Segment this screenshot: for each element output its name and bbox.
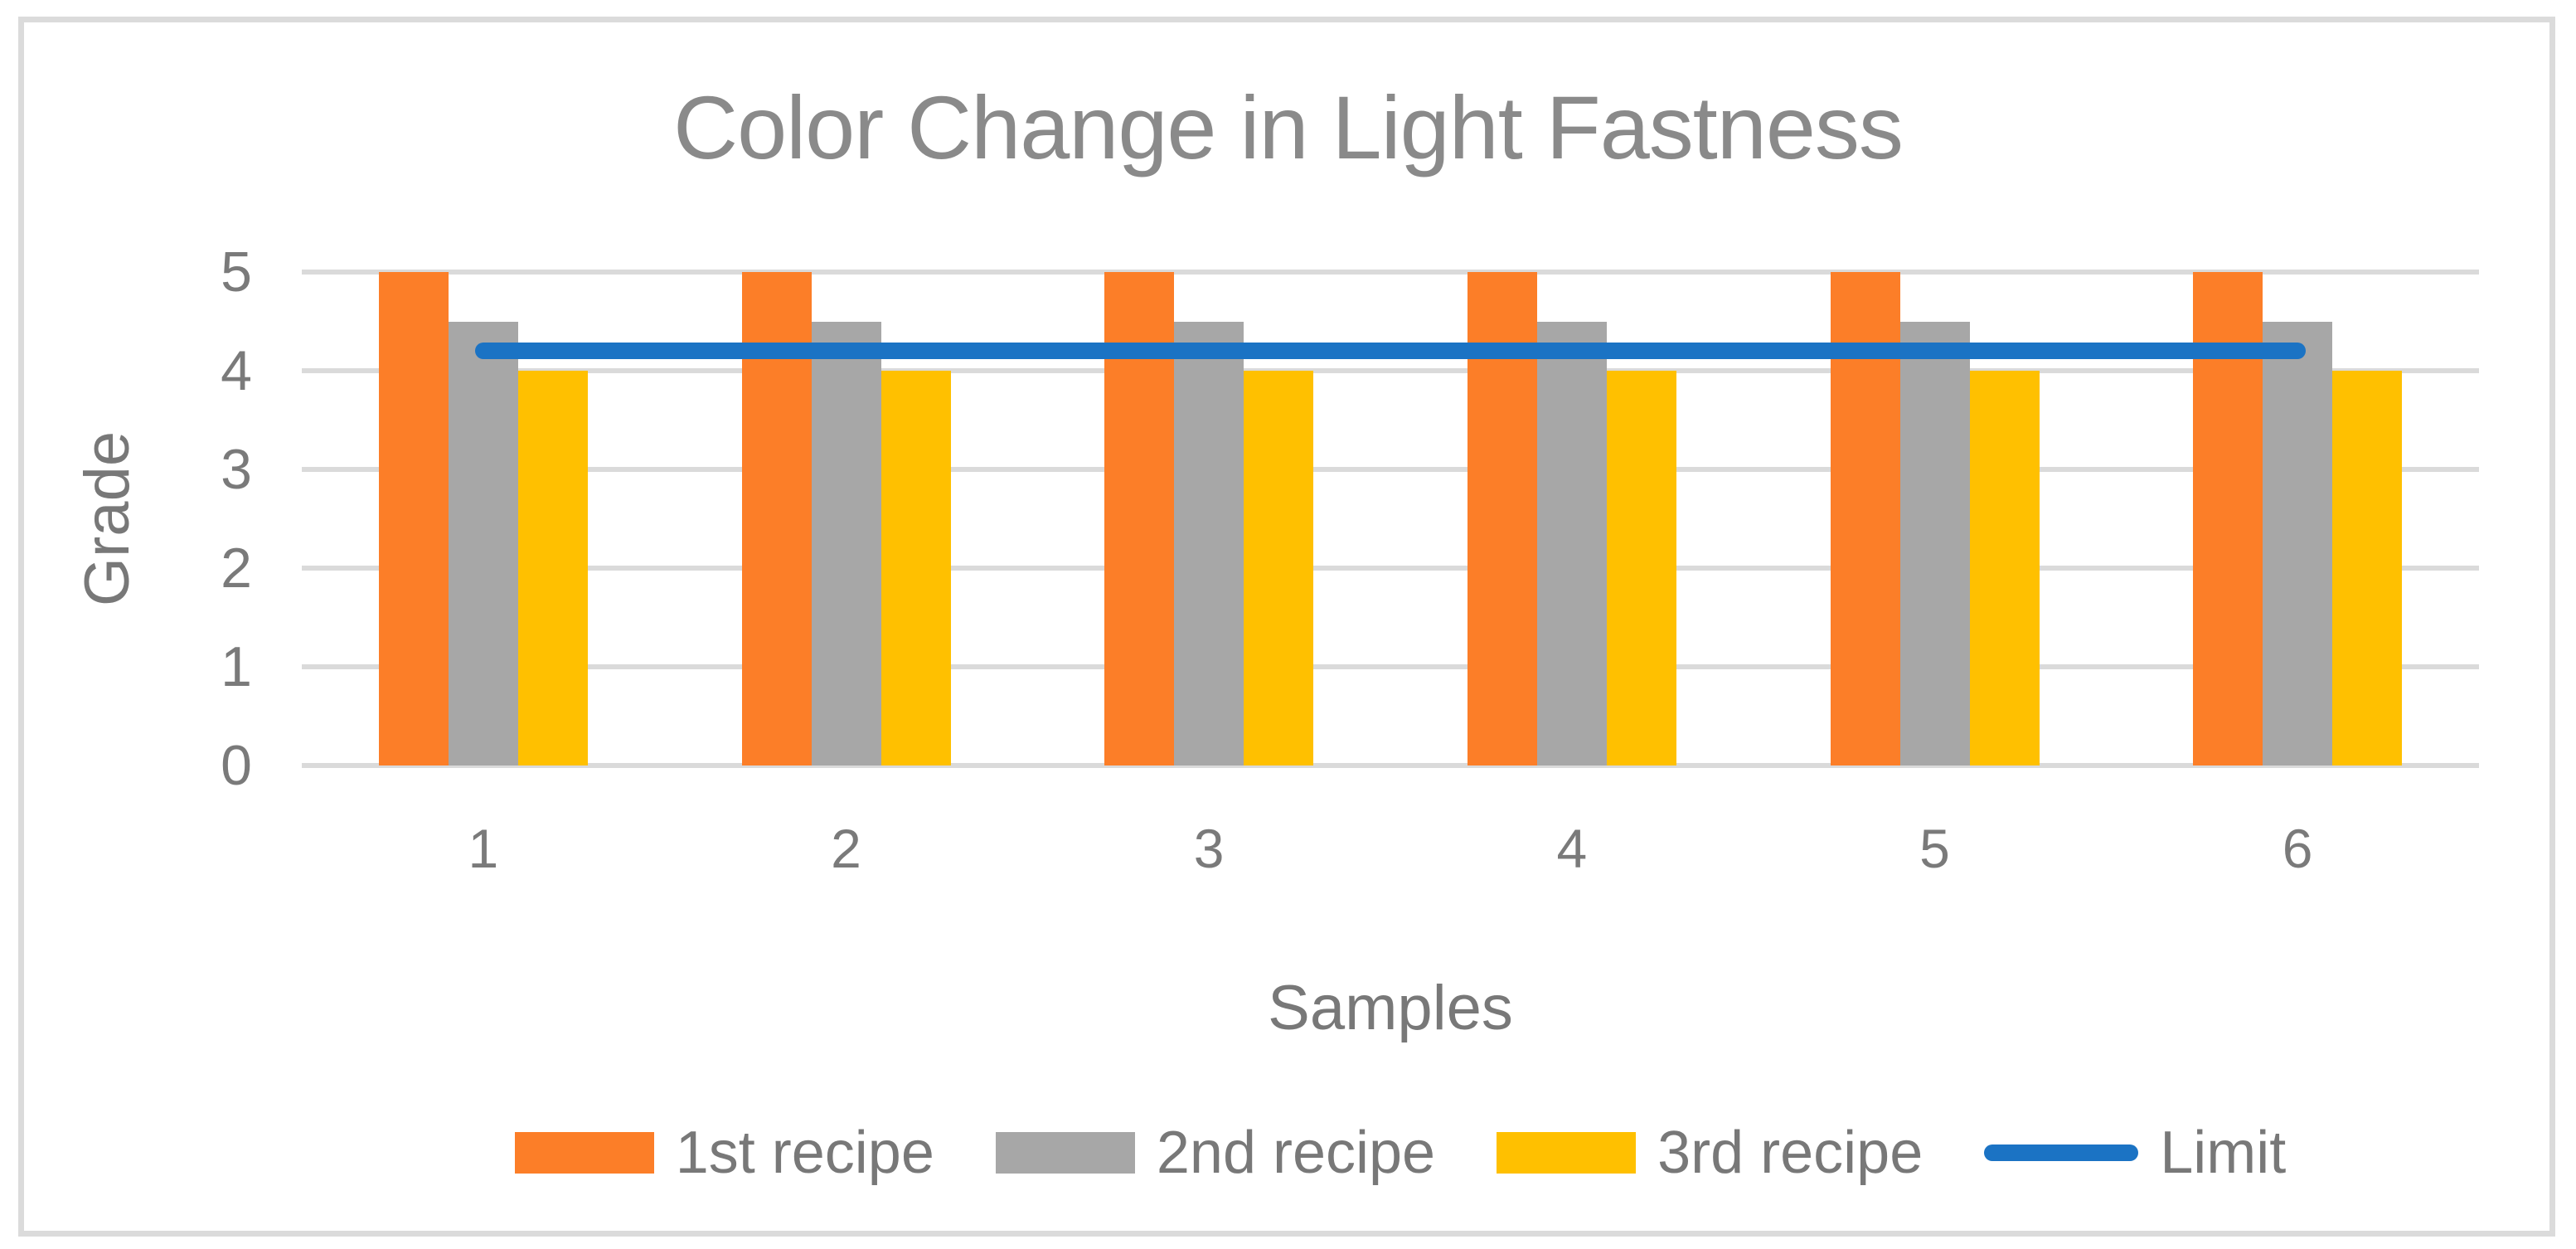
legend: 1st recipe 2nd recipe 3rd recipe Limit (302, 1121, 2499, 1184)
bar-2nd-recipe (1536, 321, 1607, 765)
legend-swatch-1st-recipe (514, 1132, 654, 1174)
x-tick-label: 3 (1193, 818, 1225, 879)
bar-1st-recipe (378, 272, 449, 765)
y-tick-label: 3 (221, 438, 252, 501)
y-tick-label: 5 (221, 241, 252, 304)
legend-swatch-3rd-recipe (1497, 1132, 1637, 1174)
x-tick-label: 5 (1919, 818, 1950, 879)
bar-2nd-recipe (2263, 321, 2333, 765)
bar-3rd-recipe (1969, 371, 2040, 765)
legend-item-1st-recipe: 1st recipe (514, 1120, 934, 1186)
x-axis-title: Samples (1268, 973, 1513, 1043)
gridline-5 (302, 270, 2479, 275)
bar-2nd-recipe (811, 321, 881, 765)
gridline-0 (302, 763, 2479, 768)
y-tick-label: 0 (221, 734, 252, 797)
legend-label: 1st recipe (675, 1120, 934, 1186)
bar-2nd-recipe (448, 321, 518, 765)
legend-swatch-2nd-recipe (995, 1132, 1135, 1174)
legend-label: Limit (2160, 1120, 2287, 1186)
legend-label: 3rd recipe (1657, 1120, 1924, 1186)
limit-line-limit (474, 343, 2307, 360)
gridline-4 (302, 368, 2479, 373)
chart-title: Color Change in Light Fastness (673, 77, 1904, 177)
bar-3rd-recipe (2332, 371, 2403, 765)
legend-swatch-limit (1984, 1145, 2139, 1161)
bar-3rd-recipe (880, 371, 951, 765)
y-tick-label: 1 (221, 635, 252, 698)
legend-item-limit: Limit (1984, 1121, 2286, 1184)
legend-item-2nd-recipe: 2nd recipe (995, 1120, 1436, 1186)
y-tick-label: 2 (221, 537, 252, 600)
bar-3rd-recipe (517, 371, 588, 765)
x-tick-label: 6 (2282, 818, 2313, 879)
bar-2nd-recipe (1174, 321, 1244, 765)
legend-item-3rd-recipe: 3rd recipe (1497, 1121, 1923, 1184)
gridline-1 (302, 664, 2479, 669)
x-tick-label: 2 (831, 818, 861, 879)
legend-label: 2nd recipe (1156, 1120, 1436, 1186)
x-tick-label: 4 (1556, 818, 1588, 879)
bar-2nd-recipe (1899, 321, 1970, 765)
bar-3rd-recipe (1244, 371, 1314, 765)
gridline-2 (302, 566, 2479, 571)
x-tick-label: 1 (468, 818, 499, 879)
y-tick-label: 4 (221, 339, 252, 402)
bar-3rd-recipe (1606, 371, 1676, 765)
gridline-3 (302, 467, 2479, 472)
